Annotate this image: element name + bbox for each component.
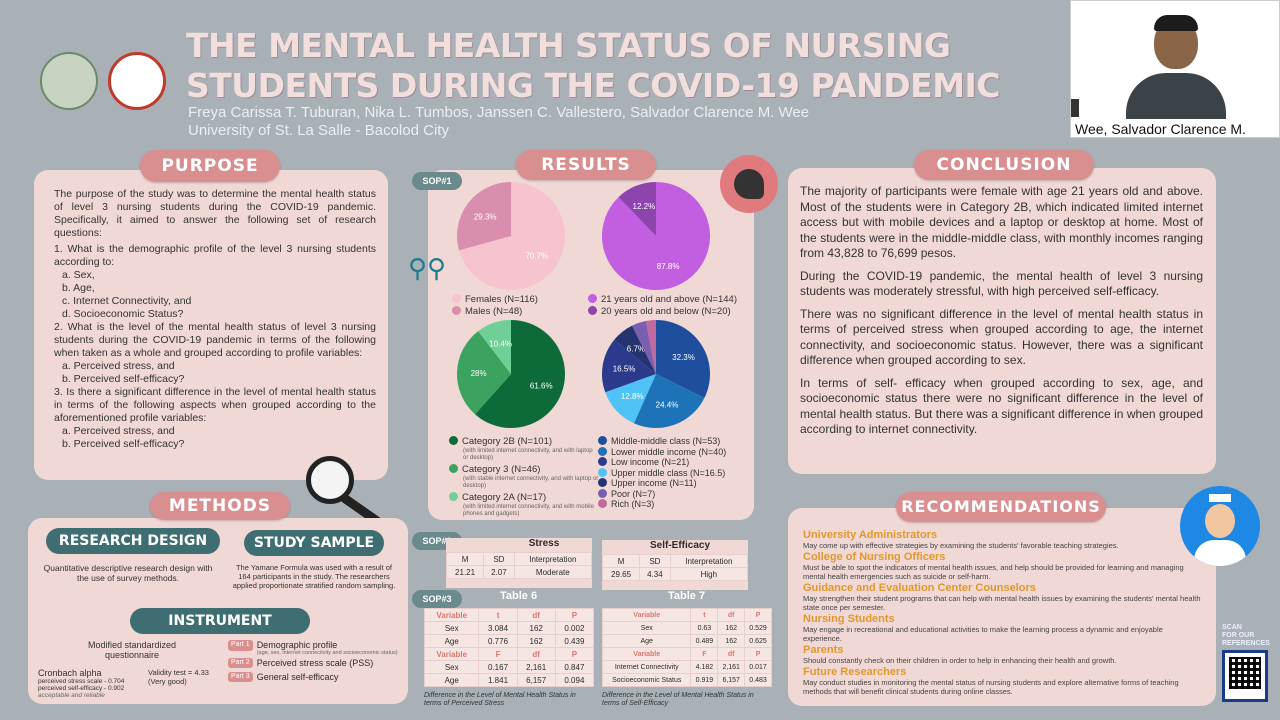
pie-data-label: 12.2% (633, 202, 656, 211)
purpose-heading: PURPOSE (140, 150, 280, 182)
pie-slice-males (457, 182, 511, 251)
pie-data-label: 28% (471, 369, 487, 378)
conclusion-heading: CONCLUSION (914, 150, 1094, 180)
conclusion-text: The majority of participants were female… (800, 184, 1203, 436)
pie-slice-rich (645, 320, 656, 374)
instrument-parts: Part 1 Demographic profile (age, sex, inte… (228, 640, 398, 682)
pie-data-label: 61.6% (530, 382, 553, 391)
internet-pie-chart: 61.6% 28% 10.4% (457, 320, 565, 428)
results-heading: RESULTS (516, 150, 656, 180)
pie-slice-20-years-old-and-below (618, 182, 656, 236)
poster-authors: Freya Carissa T. Tuburan, Nika L. Tumbos… (188, 104, 810, 139)
pie-slice-upper-middle-class (602, 339, 656, 393)
study-sample-heading: STUDY SAMPLE (244, 530, 384, 556)
recommendations-list: University Administrators May come up wit… (803, 529, 1201, 696)
pie-slice-poor (632, 320, 656, 374)
ses-legend: Middle-middle class (N=53) Lower middle … (598, 436, 726, 510)
pie-slice-category-2b (475, 320, 565, 428)
purpose-text: The purpose of the study was to determin… (54, 188, 376, 450)
pie-data-label: 32.3% (672, 353, 695, 362)
table6: Variable t df P Sex 3.084 162 0.002 Age 0.776 16… (423, 608, 595, 687)
table7-caption: Difference in the Level of Mental Health… (602, 692, 754, 707)
research-design-heading: RESEARCH DESIGN (46, 528, 220, 554)
sop3-label: SOP#3 (412, 590, 462, 608)
table6-caption: Difference in the Level of Mental Health… (424, 692, 576, 707)
participant-name: Wee, Salvador Clarence M. (1075, 121, 1246, 137)
age-pie-chart: 87.8% 12.2% (602, 182, 710, 290)
people-icon: ⚲⚲ (408, 253, 447, 283)
qr-code[interactable] (1222, 650, 1268, 702)
video-tile[interactable]: Wee, Salvador Clarence M. (1070, 0, 1280, 138)
pie-data-label: 10.4% (489, 339, 512, 348)
pie-data-label: 87.8% (657, 262, 680, 271)
table7: Variable t df P Sex 0.63 162 0.529 Age 0.489 162… (601, 608, 772, 687)
speaker-avatar (1126, 15, 1226, 119)
pie-data-label: 6.7% (627, 345, 645, 354)
pie-data-label: 29.3% (474, 212, 497, 221)
poster-title: THE MENTAL HEALTH STATUS OF NURSING STUDE… (186, 26, 1001, 105)
validity-text: Validity test = 4.33 (Very good) (148, 668, 209, 686)
pie-slice-category-3 (457, 331, 511, 415)
ses-pie-chart: 32.3% 24.4% 12.8% 16.5% 6.7% (602, 320, 710, 428)
university-seal-logo (40, 52, 98, 110)
nursing-college-logo (108, 52, 166, 110)
conclusion-panel (788, 168, 1216, 474)
recommendations-panel (788, 508, 1216, 706)
instrument-left-text: Modified standardized questionnaire Cron… (38, 640, 177, 699)
internet-legend: Category 2B (N=101) (with limited interne… (449, 436, 599, 518)
pie-slice-middle-middle-class (656, 320, 710, 398)
pie-data-label: 16.5% (613, 364, 636, 373)
nurse-avatar-icon (1180, 486, 1260, 566)
pie-data-label: 24.4% (656, 400, 679, 409)
pie-slice-upper-income (614, 325, 656, 374)
table6-title: Table 6 (500, 590, 538, 602)
self-efficacy-table: Self-Efficacy M SD Interpretation 29.65 4.34… (601, 540, 749, 590)
research-design-text: Quantitative descriptive research design… (43, 563, 213, 583)
pie-data-label: 12.8% (621, 392, 644, 401)
pie-slice-females (458, 182, 565, 290)
sop1-label: SOP#1 (412, 172, 462, 190)
sex-pie-chart: 70.7% 29.3% (457, 182, 565, 290)
methods-heading: METHODS (150, 492, 290, 520)
sex-legend: Females (N=116) Males (N=48) (452, 294, 538, 318)
instrument-heading: INSTRUMENT (130, 608, 310, 634)
purpose-panel (34, 170, 388, 480)
age-legend: 21 years old and above (N=144) 20 years … (588, 294, 737, 318)
qr-label: SCAN FOR OUR REFERENCES (1222, 624, 1270, 647)
recommendations-heading: RECOMMENDATIONS (896, 492, 1106, 522)
brain-head-icon (720, 155, 778, 213)
video-options-icon[interactable] (1071, 99, 1079, 117)
pie-data-label: 70.7% (525, 252, 548, 261)
study-sample-text: The Yamane Formula was used with a resul… (232, 563, 396, 590)
pie-slice-category-2a (478, 320, 511, 374)
pie-slice-lower-middle-income (633, 374, 705, 428)
stress-table: Stress M SD Interpretation 21.21 2.07 Moderat… (445, 538, 593, 588)
pie-slice-low-income (605, 374, 656, 424)
table7-title: Table 7 (668, 590, 706, 602)
